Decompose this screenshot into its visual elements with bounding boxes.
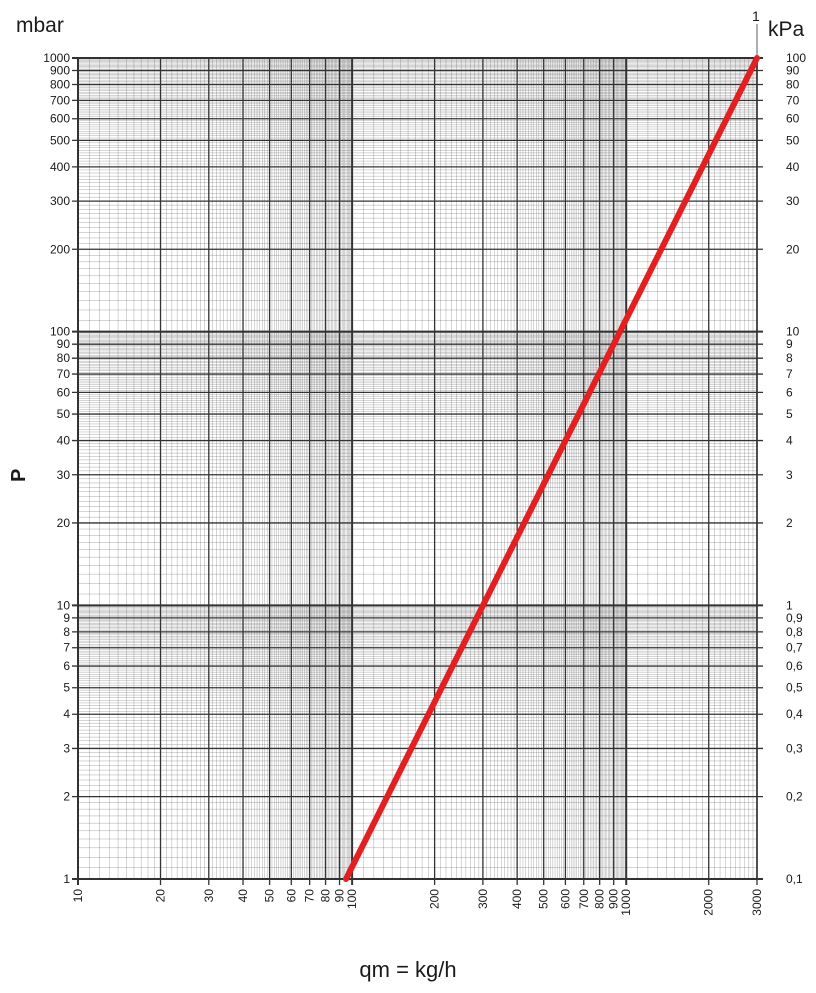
y-tick-label-right: 90	[786, 64, 800, 78]
x-tick-label: 300	[476, 889, 490, 909]
x-tick-label: 70	[303, 889, 317, 903]
x-tick-label: 400	[510, 889, 524, 909]
y-tick-label-left: 7	[63, 641, 70, 655]
y-tick-label-right: 4	[786, 434, 793, 448]
y-tick-label-left: 600	[50, 112, 70, 126]
y-tick-label-left: 40	[57, 434, 71, 448]
x-tick-label: 40	[236, 889, 250, 903]
x-tick-label: 80	[319, 889, 333, 903]
y-tick-label-right: 7	[786, 367, 793, 381]
y-tick-label-right: 80	[786, 78, 800, 92]
y-tick-label-left: 1000	[43, 51, 70, 65]
y-tick-label-left: 10	[57, 598, 71, 612]
series-line	[343, 55, 760, 882]
y-tick-label-left: 1	[63, 872, 70, 886]
y-tick-label-right: 0,9	[786, 611, 803, 625]
y-tick-label-right: 0,7	[786, 641, 803, 655]
x-tick-label: 600	[558, 889, 572, 909]
y-tick-label-left: 200	[50, 242, 70, 256]
y-tick-label-right: 0,2	[786, 790, 803, 804]
y-tick-label-left: 8	[63, 625, 70, 639]
y-tick-label-right: 30	[786, 194, 800, 208]
y-tick-label-right: 1	[786, 598, 793, 612]
x-tick-label: 60	[284, 889, 298, 903]
y-tick-label-right: 100	[786, 51, 806, 65]
y-tick-label-right: 0,8	[786, 625, 803, 639]
y-tick-label-left: 3	[63, 741, 70, 755]
y-tick-label-right: 9	[786, 337, 793, 351]
y-tick-label-right: 0,4	[786, 707, 803, 721]
y-tick-label-right: 0,6	[786, 659, 803, 673]
plot-frame	[77, 57, 758, 880]
y-tick-label-right: 10	[786, 325, 800, 339]
x-tick-label: 100	[345, 889, 359, 909]
x-tick-label: 900	[607, 889, 621, 909]
y-tick-label-right: 0,5	[786, 681, 803, 695]
x-tick-label: 800	[593, 889, 607, 909]
y-tick-label-right: 0,1	[786, 872, 803, 886]
x-tick-label: 2000	[702, 889, 716, 916]
top-marker-label: 1	[752, 8, 760, 24]
y-tick-label-right: 2	[786, 516, 793, 530]
y-tick-label-left: 700	[50, 93, 70, 107]
x-tick-label: 200	[428, 889, 442, 909]
x-tick-label: 1000	[619, 889, 633, 916]
y-tick-label-left: 4	[63, 707, 70, 721]
y-tick-label-left: 5	[63, 681, 70, 695]
x-tick-label: 20	[154, 889, 168, 903]
y-tick-label-right: 8	[786, 351, 793, 365]
y-tick-label-right: 60	[786, 112, 800, 126]
y-tick-label-left: 30	[57, 468, 71, 482]
y-tick-label-left: 300	[50, 194, 70, 208]
y-tick-label-left: 900	[50, 64, 70, 78]
x-tick-label: 50	[263, 889, 277, 903]
y-tick-label-left: 2	[63, 790, 70, 804]
y-tick-label-left: 70	[57, 367, 71, 381]
y-tick-label-left: 9	[63, 611, 70, 625]
y-tick-label-right: 5	[786, 407, 793, 421]
y-unit-left: mbar	[16, 14, 64, 37]
y-tick-label-right: 20	[786, 242, 800, 256]
x-tick-label: 90	[333, 889, 347, 903]
y-tick-label-right: 50	[786, 133, 800, 147]
x-tick-label: 10	[71, 889, 85, 903]
x-tick-label: 700	[577, 889, 591, 909]
y-tick-label-right: 3	[786, 468, 793, 482]
x-tick-label: 500	[537, 889, 551, 909]
y-tick-label-left: 50	[57, 407, 71, 421]
y-unit-right: kPa	[768, 18, 805, 41]
x-axis-label: qm = kg/h	[359, 957, 457, 982]
y-tick-label-left: 800	[50, 78, 70, 92]
y-tick-label-left: 60	[57, 385, 71, 399]
y-tick-label-left: 20	[57, 516, 71, 530]
y-tick-label-right: 40	[786, 160, 800, 174]
y-tick-label-left: 500	[50, 133, 70, 147]
x-tick-label: 3000	[750, 889, 764, 916]
y-tick-label-right: 70	[786, 93, 800, 107]
y-tick-label-left: 6	[63, 659, 70, 673]
y-tick-label-left: 80	[57, 351, 71, 365]
y-tick-label-left: 400	[50, 160, 70, 174]
x-tick-label: 30	[202, 889, 216, 903]
y-tick-label-right: 6	[786, 385, 793, 399]
y-tick-label-left: 90	[57, 337, 71, 351]
y-tick-label-left: 100	[50, 325, 70, 339]
y-tick-label-right: 0,3	[786, 741, 803, 755]
